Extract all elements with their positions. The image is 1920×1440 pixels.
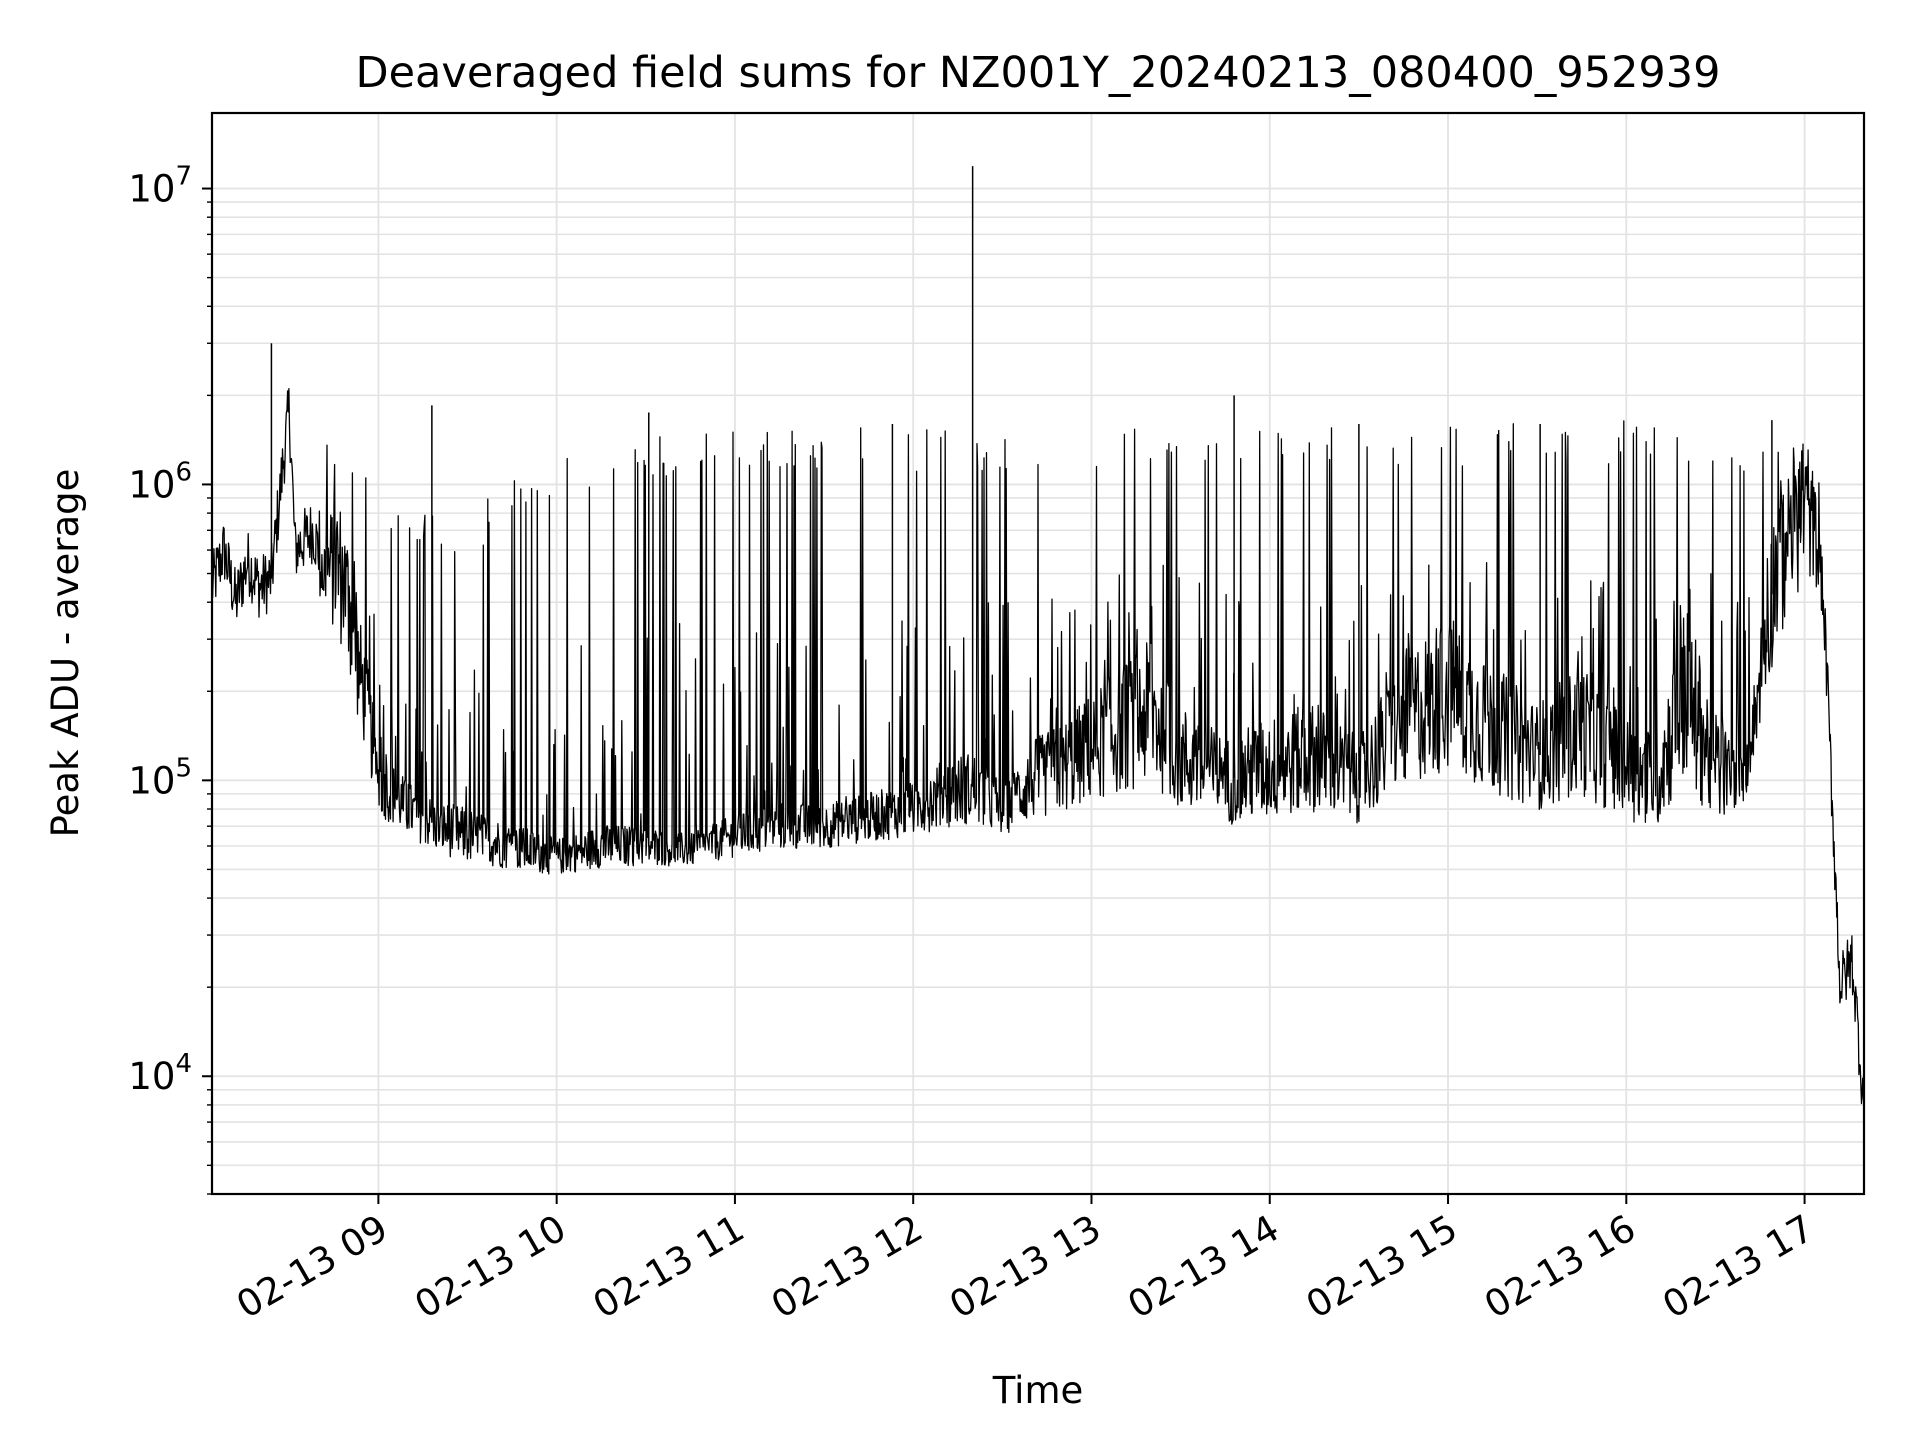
data-series-line bbox=[211, 388, 1865, 1105]
y-tick-label: 106 bbox=[128, 457, 192, 506]
y-tick-label: 105 bbox=[128, 753, 192, 802]
y-axis-label: Peak ADU - average bbox=[44, 469, 87, 838]
plot-frame bbox=[210, 111, 1866, 1196]
data-area bbox=[211, 166, 1865, 1105]
y-tick-label: 104 bbox=[128, 1049, 192, 1098]
x-axis-label: Time bbox=[992, 1369, 1084, 1412]
chart-title: Deaveraged field sums for NZ001Y_2024021… bbox=[355, 48, 1720, 98]
y-tick-label: 107 bbox=[128, 162, 192, 211]
